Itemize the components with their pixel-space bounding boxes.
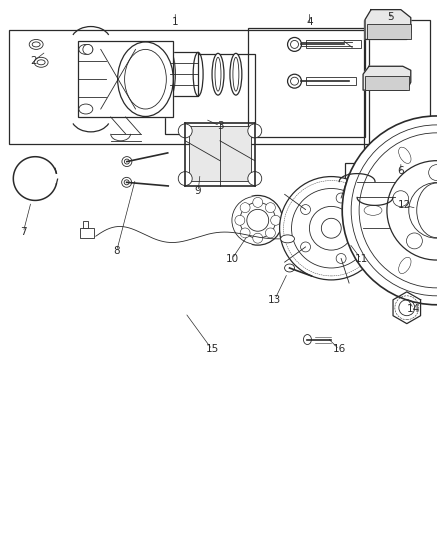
Bar <box>165 54 255 134</box>
Text: 8: 8 <box>113 246 120 256</box>
Text: 7: 7 <box>20 227 27 237</box>
Circle shape <box>253 197 263 207</box>
Ellipse shape <box>212 53 224 95</box>
Text: 13: 13 <box>268 295 281 305</box>
Bar <box>83 221 88 228</box>
Text: 1: 1 <box>172 17 179 27</box>
Ellipse shape <box>233 196 283 245</box>
Bar <box>80 228 94 238</box>
Bar <box>307 77 356 85</box>
Ellipse shape <box>165 52 175 96</box>
Circle shape <box>83 44 93 54</box>
Circle shape <box>265 228 276 238</box>
Circle shape <box>248 124 262 138</box>
Bar <box>307 41 361 49</box>
Bar <box>364 20 430 149</box>
Text: 16: 16 <box>332 344 346 354</box>
Circle shape <box>279 176 383 280</box>
Ellipse shape <box>122 157 132 166</box>
Ellipse shape <box>281 235 294 243</box>
Bar <box>189 126 251 181</box>
Circle shape <box>300 205 311 214</box>
Ellipse shape <box>79 44 93 54</box>
Ellipse shape <box>122 177 131 187</box>
Text: 15: 15 <box>205 344 219 354</box>
Circle shape <box>271 215 281 225</box>
Circle shape <box>406 233 422 249</box>
Circle shape <box>248 172 262 185</box>
Circle shape <box>358 223 368 233</box>
Ellipse shape <box>285 264 294 272</box>
Text: 3: 3 <box>217 121 223 131</box>
Text: 10: 10 <box>226 254 238 264</box>
Text: 5: 5 <box>388 12 394 22</box>
Bar <box>345 163 429 217</box>
Ellipse shape <box>288 37 301 51</box>
Ellipse shape <box>230 53 242 95</box>
Bar <box>78 42 173 117</box>
Circle shape <box>235 215 245 225</box>
Bar <box>367 23 411 39</box>
Circle shape <box>336 193 346 203</box>
Text: 12: 12 <box>398 200 411 211</box>
Ellipse shape <box>288 74 301 88</box>
Polygon shape <box>78 42 173 117</box>
Circle shape <box>393 191 409 207</box>
Bar <box>248 28 365 137</box>
Circle shape <box>265 203 276 213</box>
Bar <box>365 76 409 90</box>
Bar <box>170 52 198 96</box>
Circle shape <box>240 228 250 238</box>
Text: 4: 4 <box>306 17 313 27</box>
Circle shape <box>336 254 346 263</box>
Circle shape <box>342 116 438 305</box>
Ellipse shape <box>79 104 93 114</box>
Ellipse shape <box>304 335 311 344</box>
Text: 9: 9 <box>195 187 201 197</box>
Circle shape <box>178 172 192 185</box>
Text: 6: 6 <box>398 166 404 175</box>
Polygon shape <box>363 66 411 90</box>
Text: 11: 11 <box>354 254 368 264</box>
Text: 14: 14 <box>407 304 420 314</box>
Bar <box>9 29 369 144</box>
Circle shape <box>240 203 250 213</box>
Polygon shape <box>365 10 411 39</box>
Circle shape <box>300 242 311 252</box>
Circle shape <box>178 124 192 138</box>
Text: 2: 2 <box>30 56 36 66</box>
Circle shape <box>429 165 438 181</box>
Circle shape <box>253 233 263 243</box>
